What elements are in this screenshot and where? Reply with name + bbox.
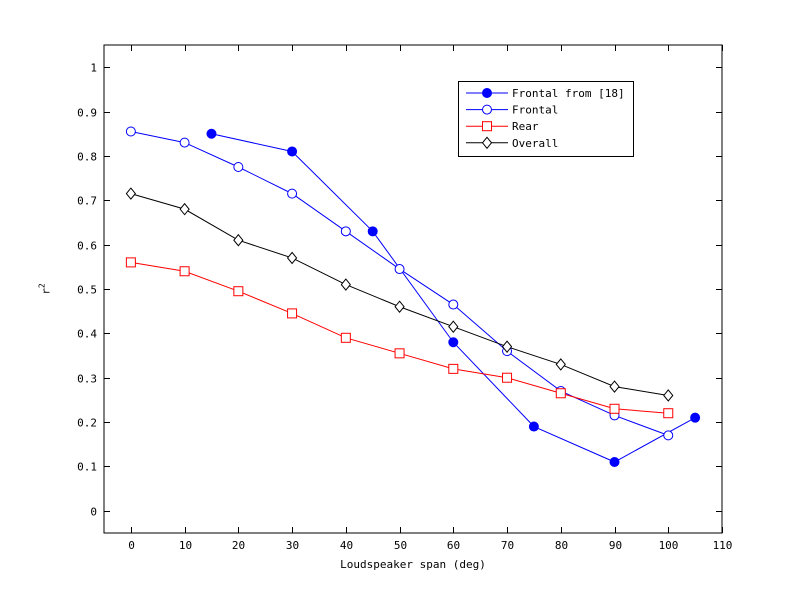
- x-tick-label: 110: [713, 539, 733, 552]
- legend-label: Frontal: [512, 104, 558, 117]
- legend-label: Rear: [512, 120, 539, 133]
- data-point-rear: [179, 266, 190, 277]
- x-axis-title: Loudspeaker span (deg): [340, 558, 486, 571]
- legend-item-rear: Rear: [466, 120, 539, 133]
- data-point-frontal-from-18: [690, 412, 701, 423]
- series-line-frontal-from-18: [211, 133, 696, 463]
- data-point-overall: [233, 233, 244, 247]
- x-tick-label: 30: [286, 539, 299, 552]
- legend-item-frontal: Frontal: [466, 104, 558, 117]
- series-line-rear: [130, 261, 669, 414]
- data-point-frontal-from-18: [528, 421, 539, 432]
- data-point-rear: [555, 388, 566, 399]
- data-point-overall: [448, 320, 459, 333]
- data-point-rear: [340, 332, 351, 343]
- data-point-frontal: [340, 226, 351, 237]
- y-tick-label: 0.3: [77, 373, 97, 386]
- x-tick-label: 0: [128, 539, 135, 552]
- y-tick-label: 0.9: [77, 107, 97, 120]
- x-tick-label: 70: [501, 539, 514, 552]
- y-tick-label: 0.6: [77, 240, 97, 253]
- legend-item-frontal-from-18: Frontal from [18]: [466, 87, 625, 100]
- data-point-rear: [609, 403, 620, 414]
- data-point-overall: [609, 380, 620, 393]
- x-tick-label: 60: [447, 539, 460, 552]
- data-point-overall: [179, 202, 190, 216]
- data-point-frontal: [125, 126, 136, 137]
- legend-marker-square-open: [482, 121, 492, 132]
- data-point-rear: [448, 363, 459, 374]
- data-point-frontal-from-18: [448, 337, 459, 348]
- y-tick-label: 0.1: [77, 461, 97, 474]
- data-point-frontal-from-18: [287, 146, 298, 157]
- data-point-frontal: [394, 264, 405, 275]
- series-rear: [125, 257, 674, 419]
- x-tick-label: 10: [179, 539, 192, 552]
- series-frontal: [125, 126, 674, 441]
- data-point-overall: [340, 278, 351, 291]
- y-tick-label: 0.7: [77, 195, 97, 208]
- series-line-overall: [130, 193, 669, 396]
- data-point-overall: [286, 251, 298, 265]
- data-point-frontal: [448, 299, 459, 310]
- data-point-frontal: [233, 162, 244, 172]
- data-point-overall: [501, 340, 513, 353]
- y-tick-label: 0.8: [77, 151, 97, 164]
- data-point-rear: [394, 348, 405, 359]
- data-point-rear: [502, 372, 513, 383]
- y-axis-title: r2: [38, 283, 53, 294]
- y-tick-label: 1: [90, 62, 97, 75]
- legend-marker-circle-open: [482, 104, 492, 115]
- series-frontal-from-18: [206, 128, 701, 468]
- x-tick-label: 100: [659, 539, 679, 552]
- x-tick-label: 80: [555, 539, 568, 552]
- legend-label: Frontal from [18]: [512, 87, 625, 100]
- data-point-overall: [394, 300, 405, 314]
- legend-marker-circle-filled: [482, 88, 492, 98]
- data-point-frontal: [179, 137, 190, 148]
- data-point-frontal-from-18: [206, 128, 217, 139]
- legend: Frontal from [18] Frontal Rear Overall: [458, 81, 634, 157]
- data-point-frontal-from-18: [367, 226, 378, 237]
- data-point-frontal: [663, 430, 674, 441]
- y-axis-title-exponent: 2: [37, 283, 47, 289]
- y-axis-title-base: r: [39, 288, 53, 295]
- data-point-rear: [287, 308, 298, 319]
- data-point-rear: [125, 257, 136, 268]
- y-tick-label: 0: [90, 506, 97, 519]
- legend-label: Overall: [512, 137, 558, 150]
- series-line-frontal: [130, 131, 669, 436]
- y-tick-label: 0.4: [77, 328, 97, 341]
- x-tick-label: 40: [340, 539, 353, 552]
- data-point-overall: [555, 358, 566, 371]
- x-tick-label: 20: [232, 539, 245, 552]
- data-point-overall: [125, 187, 137, 200]
- x-tick-label: 90: [609, 539, 622, 552]
- series-overall: [125, 187, 674, 402]
- legend-marker-diamond-open: [481, 136, 493, 150]
- data-point-overall: [663, 389, 674, 402]
- data-point-frontal: [287, 188, 298, 199]
- y-tick-label: 0.5: [77, 284, 97, 297]
- legend-item-overall: Overall: [466, 136, 558, 150]
- data-point-rear: [663, 408, 674, 419]
- data-point-frontal-from-18: [609, 457, 620, 468]
- data-point-rear: [233, 286, 244, 297]
- y-tick-label: 0.2: [77, 417, 97, 430]
- x-tick-label: 50: [394, 539, 407, 552]
